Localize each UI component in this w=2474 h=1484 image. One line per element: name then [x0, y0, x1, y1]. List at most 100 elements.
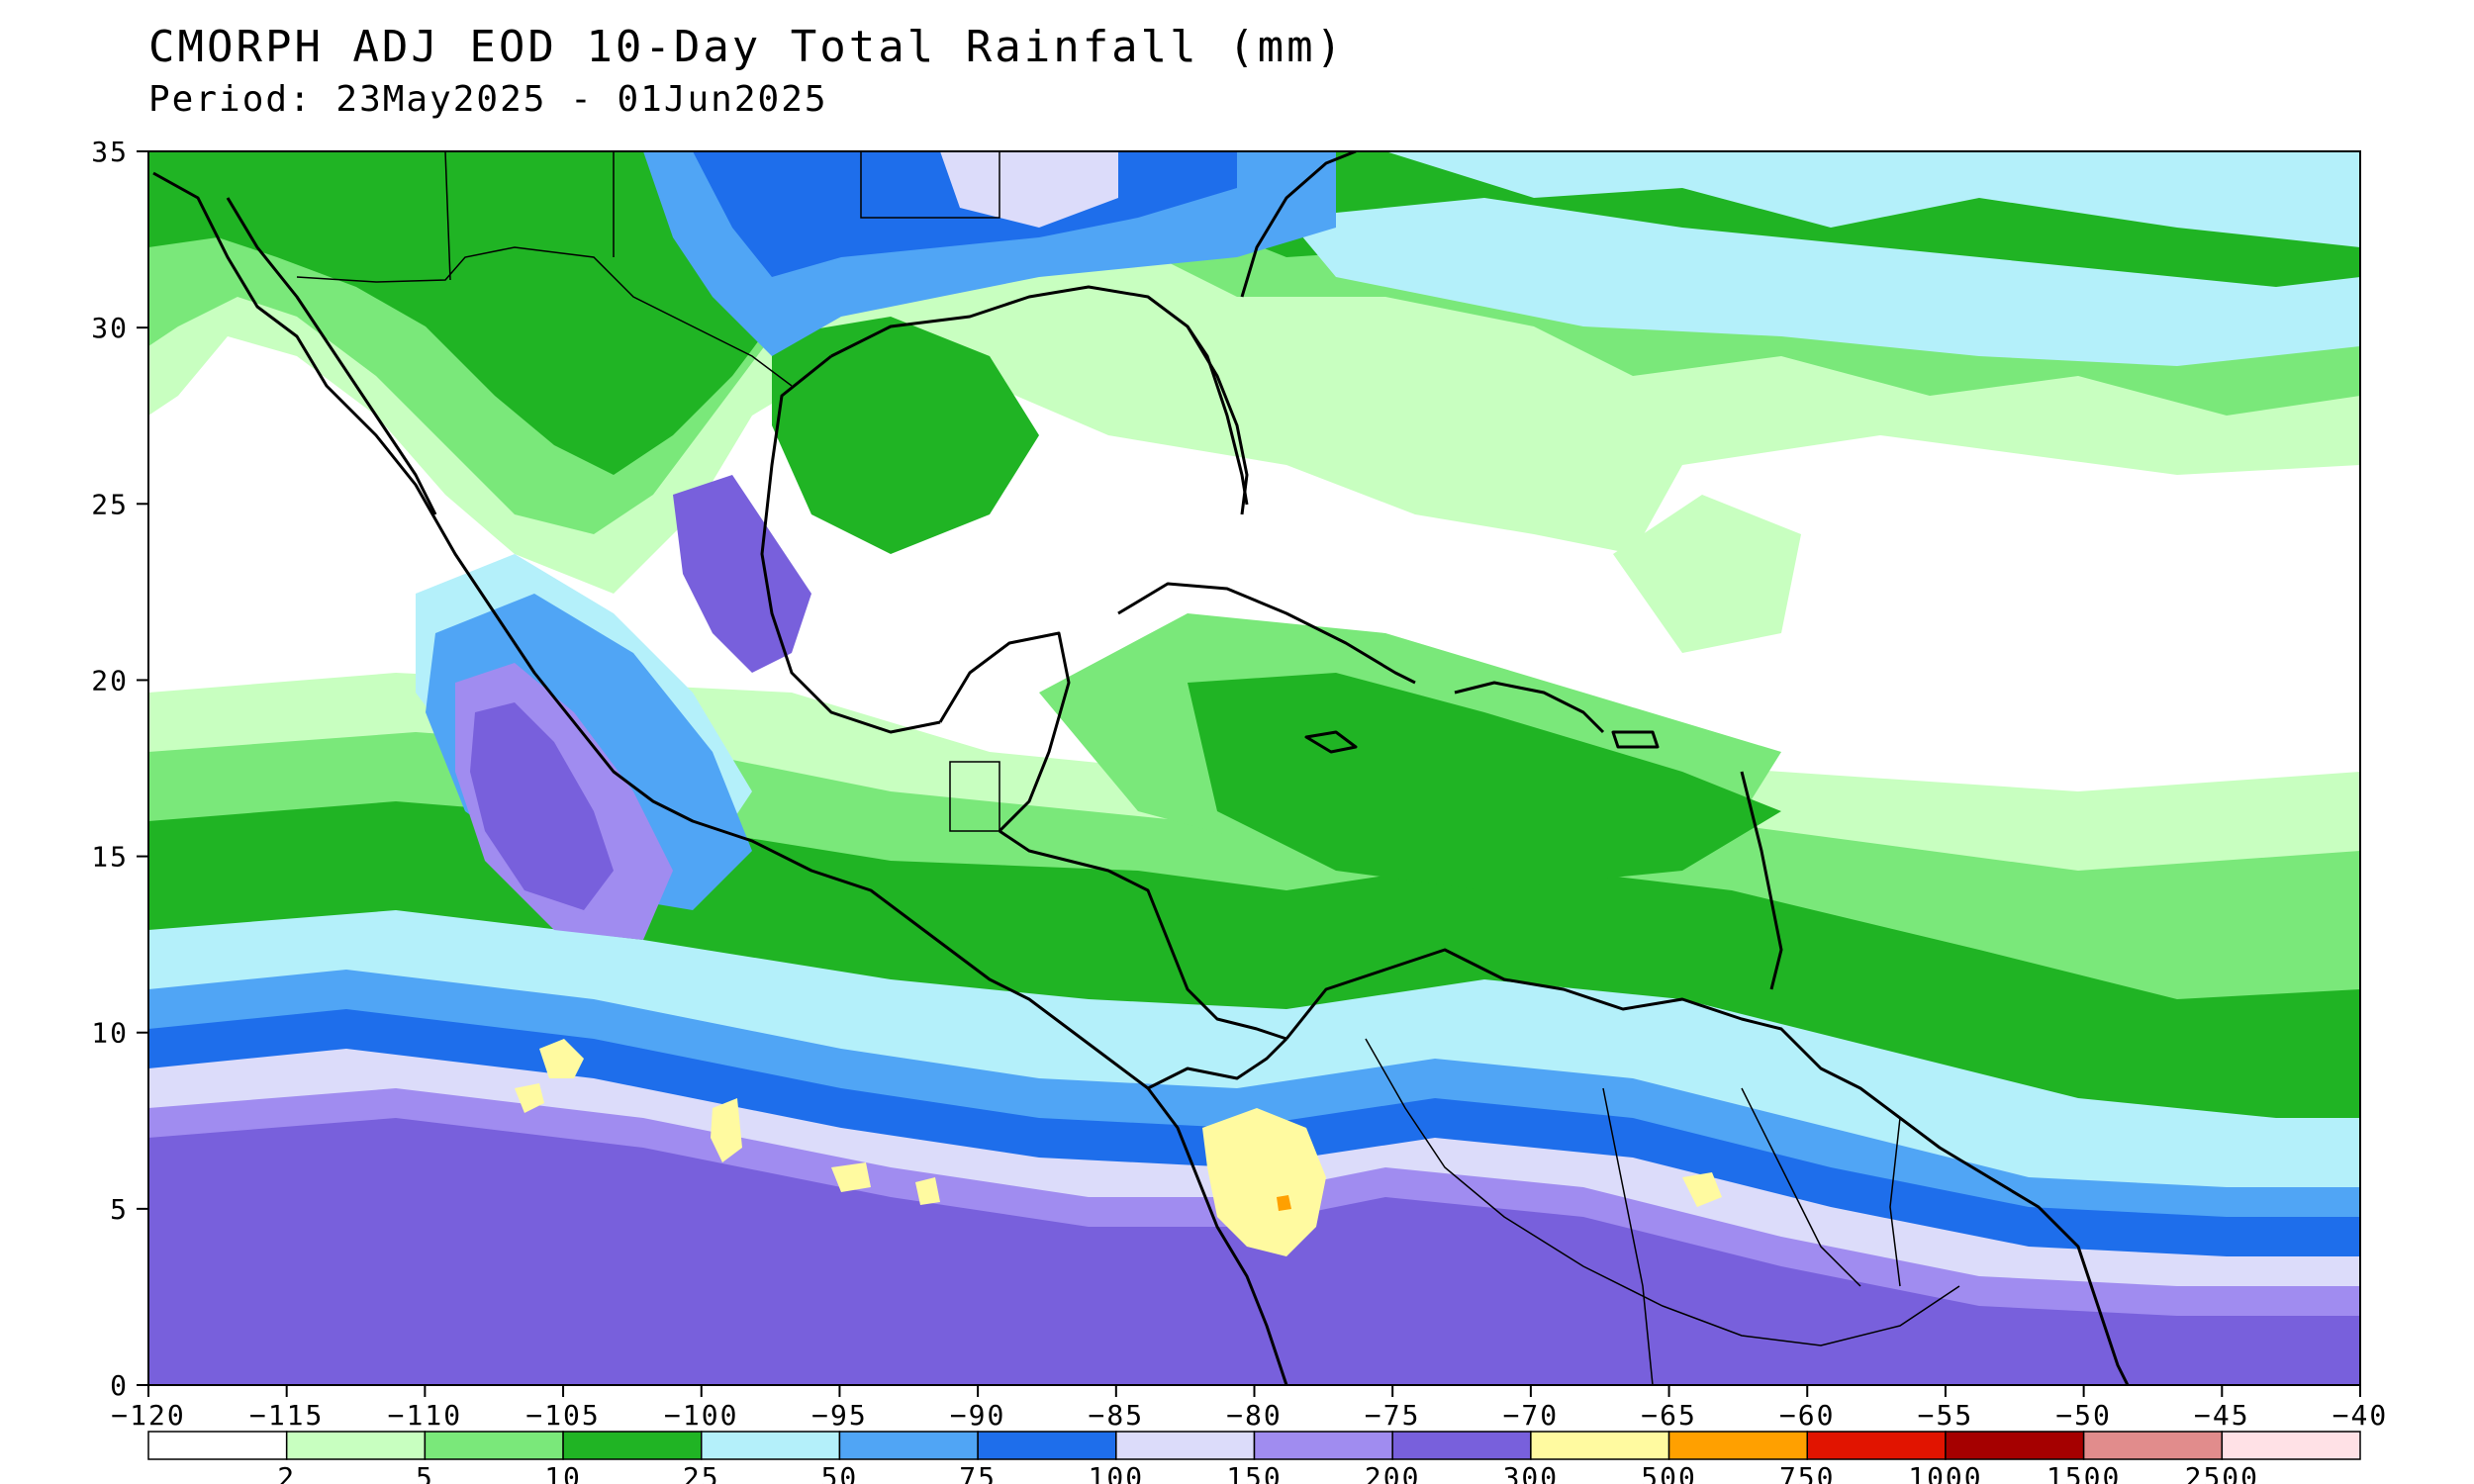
color-bar-swatch	[977, 1431, 1117, 1460]
lon-tick-label: −50	[2055, 1399, 2112, 1432]
coast-cuba	[1117, 582, 1416, 685]
color-bar-swatch	[2221, 1431, 2361, 1460]
border-us-mexico	[296, 246, 793, 387]
border-us-interior	[444, 151, 1000, 281]
field-zone-300-pacific-b	[515, 1083, 544, 1113]
map-title: CMORPH ADJ EOD 10-Day Total Rainfall (mm…	[148, 22, 1346, 72]
field-zone-300-pacific-d	[831, 1162, 871, 1192]
coast-puerto-rico	[1611, 730, 1660, 749]
color-bar-swatch	[424, 1431, 564, 1460]
field-zone-2-patch	[1613, 495, 1801, 653]
color-bar	[147, 1431, 2361, 1460]
color-bar-label: 2	[277, 1461, 296, 1484]
color-bar-label: 150	[1226, 1461, 1283, 1484]
lon-tick-label: −105	[525, 1399, 600, 1432]
coast-baja-california	[226, 197, 437, 515]
border-guatemala	[949, 761, 1000, 832]
color-bar-swatch	[1391, 1431, 1532, 1460]
field-zone-100-north	[940, 151, 1118, 228]
field-zone-10-gulf	[772, 317, 1039, 554]
color-bar-swatch	[2082, 1431, 2224, 1460]
color-bar-label: 25	[683, 1461, 720, 1484]
coast-florida	[1186, 325, 1249, 506]
lon-tick-label: −80	[1226, 1399, 1283, 1432]
field-zone-300-pacific-c	[711, 1098, 742, 1162]
field-zone-500-colombia	[1277, 1195, 1291, 1211]
color-bar-label: 75	[959, 1461, 997, 1484]
lon-tick-label: −100	[664, 1399, 738, 1432]
field-zone-300-colombia	[1202, 1108, 1326, 1256]
lon-tick-label: −60	[1779, 1399, 1836, 1432]
lat-tick-label: 0	[110, 1369, 129, 1402]
rainfall-field	[148, 151, 2360, 1385]
lat-tick-label: 15	[91, 841, 129, 874]
field-zone-300-venezuela	[1682, 1172, 1722, 1207]
coast-central-america-east	[999, 829, 1287, 1041]
field-zone-300-pacific-a	[539, 1039, 584, 1078]
coast-panama	[1147, 1037, 1288, 1090]
color-bar-label: 2500	[2185, 1461, 2259, 1484]
lat-tick-label: 25	[91, 488, 129, 520]
lat-tick-label: 35	[91, 136, 129, 168]
color-bar-label: 50	[821, 1461, 859, 1484]
color-bar-swatch	[147, 1431, 288, 1460]
coast-yucatan	[938, 631, 1071, 833]
color-bar-swatch	[701, 1431, 841, 1460]
field-zone-300-pacific-e	[915, 1177, 940, 1205]
coast-lesser-antilles	[1740, 771, 1783, 990]
lat-tick-label: 20	[91, 664, 129, 696]
color-bar-label: 1500	[2046, 1461, 2121, 1484]
coast-hispaniola	[1454, 681, 1605, 734]
color-bar-label: 500	[1641, 1461, 1697, 1484]
color-bar-swatch	[1530, 1431, 1670, 1460]
color-bar-label: 200	[1365, 1461, 1421, 1484]
field-zone-10-caribbean	[1188, 673, 1781, 890]
color-bar-label: 10	[544, 1461, 582, 1484]
color-bar-label: 5	[416, 1461, 434, 1484]
longitude-axis: −120 −115 −110 −105 −100 −95 −90 −85 −80 −75 −70 −6…	[111, 1385, 2389, 1432]
lat-tick-label: 30	[91, 312, 129, 344]
lon-tick-label: −95	[811, 1399, 868, 1432]
lon-tick-label: −70	[1503, 1399, 1560, 1432]
lon-tick-label: −110	[388, 1399, 462, 1432]
coast-us-east	[1240, 151, 1357, 298]
color-bar-swatch	[838, 1431, 979, 1460]
lat-tick-label: 5	[110, 1193, 129, 1226]
lon-tick-label: −45	[2194, 1399, 2250, 1432]
coast-jamaica	[1304, 730, 1358, 754]
map-subtitle: Period: 23May2025 - 01Jun2025	[148, 79, 828, 120]
coastlines	[152, 151, 2130, 1385]
lat-tick-label: 10	[91, 1017, 129, 1050]
coast-gulf-west	[760, 354, 941, 734]
lon-tick-label: −40	[2332, 1399, 2389, 1432]
field-zone-25-northeast	[1286, 198, 2360, 366]
color-bar-swatch	[1253, 1431, 1393, 1460]
lon-tick-label: −55	[1918, 1399, 1974, 1432]
coast-us-mexico-pacific	[152, 171, 1288, 1385]
color-bar-label: 300	[1503, 1461, 1560, 1484]
latitude-axis: 0 5 10 15 20 25 30 35	[91, 136, 148, 1402]
color-bar-swatch	[1667, 1431, 1808, 1460]
color-bar-label: 1000	[1908, 1461, 1982, 1484]
color-bar-swatch	[1806, 1431, 1947, 1460]
lon-tick-label: −90	[950, 1399, 1006, 1432]
field-zone-200-mexico	[673, 475, 811, 673]
lon-tick-label: −115	[249, 1399, 324, 1432]
lon-tick-label: −85	[1089, 1399, 1145, 1432]
color-bar-swatch	[1945, 1431, 2085, 1460]
color-bar-labels: 2 5 10 25 50 75 100 150 200 300 500 750 1000 1500 2500	[277, 1461, 2259, 1484]
field-zone-200-pacific	[470, 702, 614, 910]
field-zone-25-north	[594, 151, 2360, 247]
color-bar-swatch	[285, 1431, 427, 1460]
lon-tick-label: −75	[1365, 1399, 1421, 1432]
coast-south-america-north	[1285, 948, 2130, 1385]
lon-tick-label: −65	[1641, 1399, 1697, 1432]
lon-tick-label: −120	[111, 1399, 185, 1432]
field-zone-200-itcz	[148, 1118, 2360, 1385]
border-south-america	[1365, 1038, 1960, 1385]
color-bar-label: 100	[1089, 1461, 1145, 1484]
coast-gulf-north	[830, 285, 1249, 515]
color-bar-label: 750	[1779, 1461, 1836, 1484]
color-bar-swatch	[562, 1431, 703, 1460]
